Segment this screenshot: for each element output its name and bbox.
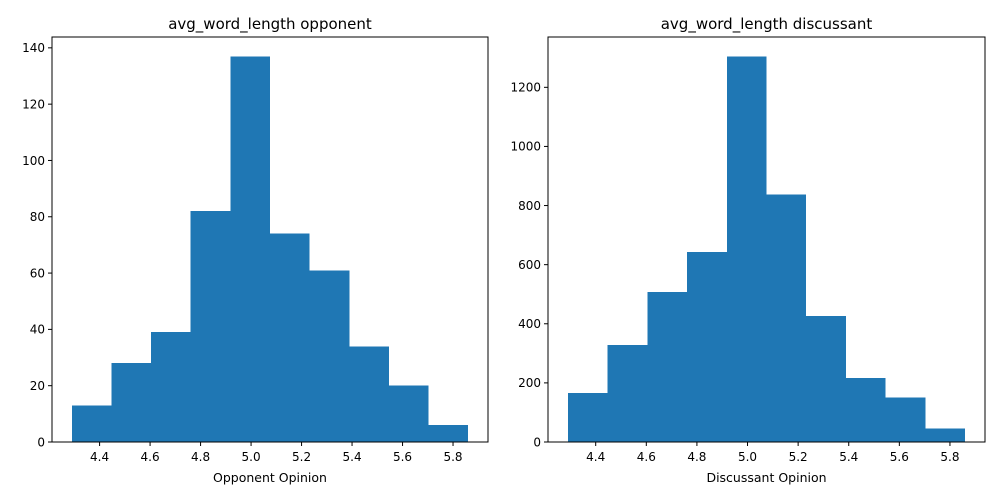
histogram-bar xyxy=(111,363,152,442)
histogram-bar xyxy=(647,291,688,442)
histogram-bar xyxy=(567,393,608,442)
y-tick-label: 800 xyxy=(518,199,541,213)
y-tick-label: 1000 xyxy=(510,140,541,154)
x-tick-label: 5.6 xyxy=(393,450,412,464)
histogram-bar xyxy=(388,385,429,442)
histogram-bar xyxy=(885,397,926,442)
y-tick-label: 40 xyxy=(30,323,45,337)
x-tick-label: 5.8 xyxy=(443,450,462,464)
chart-panel-2: 4.4 4.6 4.8 5.0 5.2 5.4 5.6 5.8 0 200 400 600 800 100… xyxy=(510,15,986,485)
axes-frame xyxy=(547,36,986,443)
y-tick-label: 140 xyxy=(22,41,45,55)
y-tick-label: 600 xyxy=(518,258,541,272)
histogram-bar xyxy=(607,345,648,442)
axes-frame xyxy=(51,36,489,443)
y-tick-label: 0 xyxy=(533,435,541,449)
x-tick-label: 5.0 xyxy=(242,450,261,464)
x-tick-label: 4.4 xyxy=(586,450,605,464)
bars xyxy=(567,56,966,443)
histogram-bar xyxy=(349,346,389,442)
histogram-bar xyxy=(71,405,112,442)
y-tick-label: 200 xyxy=(518,376,541,390)
histogram-bar xyxy=(190,211,231,442)
chart-title: avg_word_length opponent xyxy=(168,15,372,34)
x-tick-label: 4.8 xyxy=(687,450,706,464)
histogram-bar xyxy=(309,270,350,442)
y-tick-label: 400 xyxy=(518,317,541,331)
y-tick-label: 100 xyxy=(22,154,45,168)
chart-panel-1: 4.4 4.6 4.8 5.0 5.2 5.4 5.6 5.8 0 20 40 60 80 100 120 1… xyxy=(22,15,489,485)
x-tick-label: 5.8 xyxy=(940,450,959,464)
histogram-bar xyxy=(806,315,846,442)
x-axis-label: Opponent Opinion xyxy=(213,470,327,485)
histogram-bar xyxy=(845,378,886,442)
histogram-bar xyxy=(925,428,966,442)
y-tick-label: 60 xyxy=(30,266,45,280)
x-tick-label: 5.0 xyxy=(738,450,757,464)
histogram-bar xyxy=(230,56,270,443)
x-axis-label: Discussant Opinion xyxy=(706,470,826,485)
histogram-bar xyxy=(726,56,767,443)
x-tick-label: 4.6 xyxy=(637,450,656,464)
y-tick-label: 120 xyxy=(22,97,45,111)
bars xyxy=(71,56,469,443)
histogram-bar xyxy=(270,233,310,442)
x-tick-label: 5.2 xyxy=(292,450,311,464)
histogram-bar xyxy=(151,332,191,442)
x-tick-label: 4.8 xyxy=(191,450,210,464)
y-tick-label: 80 xyxy=(30,210,45,224)
chart-title: avg_word_length discussant xyxy=(661,15,873,34)
y-tick-label: 20 xyxy=(30,379,45,393)
x-tick-label: 5.2 xyxy=(789,450,808,464)
x-tick-label: 5.4 xyxy=(343,450,362,464)
x-tick-label: 4.4 xyxy=(90,450,109,464)
x-tick-label: 4.6 xyxy=(141,450,160,464)
x-tick-label: 5.6 xyxy=(890,450,909,464)
x-tick-label: 5.4 xyxy=(839,450,858,464)
y-tick-label: 0 xyxy=(37,435,45,449)
histogram-bar xyxy=(766,194,807,442)
histogram-bar xyxy=(428,425,469,442)
y-tick-label: 1200 xyxy=(510,81,541,95)
histogram-bar xyxy=(687,251,727,442)
